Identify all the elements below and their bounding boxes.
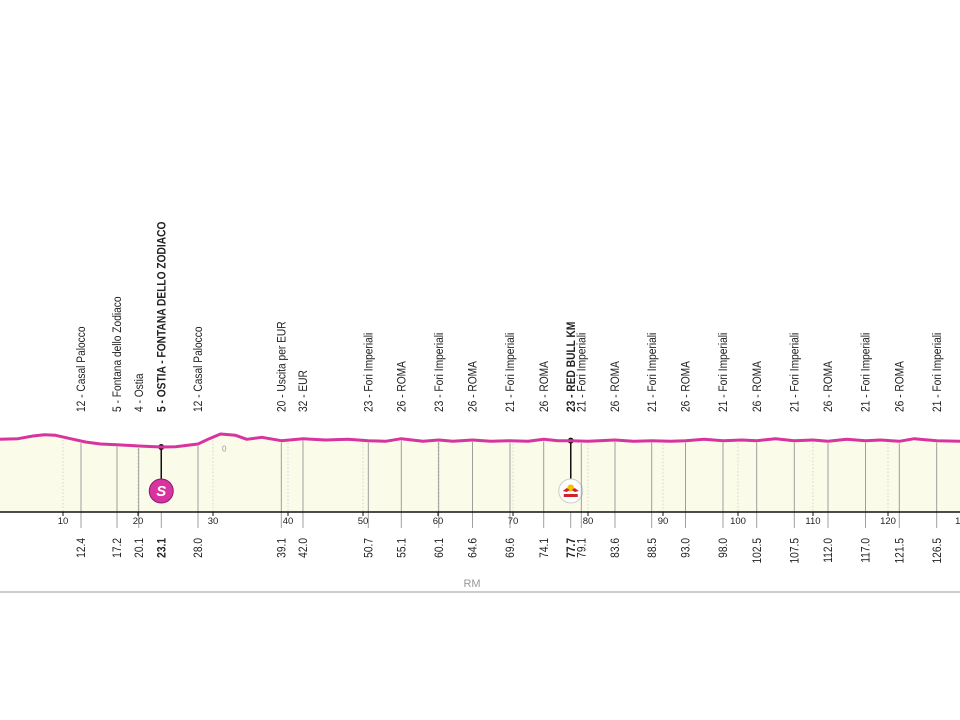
waypoint-name: 26 - ROMA xyxy=(822,361,835,412)
waypoint-km: 55.1 xyxy=(396,538,409,558)
waypoint-km: 117.0 xyxy=(860,538,873,563)
altitude-label: 0 xyxy=(222,445,227,454)
waypoint-km: 126.5 xyxy=(931,538,944,564)
province-label: RM xyxy=(463,578,480,590)
x-tick-label: 80 xyxy=(583,516,594,527)
waypoint-name: 26 - ROMA xyxy=(680,361,693,412)
waypoint-km: 64.6 xyxy=(467,538,480,558)
x-tick-label: 50 xyxy=(358,516,369,527)
waypoint-name: 21 - Fori Imperiali xyxy=(717,333,730,412)
profile-line xyxy=(0,432,960,449)
waypoint-name: 26 - ROMA xyxy=(538,361,551,412)
start-icon xyxy=(148,478,174,504)
x-tick-label: 40 xyxy=(283,516,294,527)
waypoint-km: 98.0 xyxy=(717,538,730,558)
waypoint-name: 20 - Uscita per EUR xyxy=(276,321,289,412)
x-tick-label: 20 xyxy=(133,516,144,527)
x-tick-label: 90 xyxy=(658,516,669,527)
waypoint-name: 21 - Fori Imperiali xyxy=(931,333,944,412)
waypoint-km: 28.0 xyxy=(192,538,205,558)
waypoint-name: 26 - ROMA xyxy=(396,361,409,412)
waypoint-name: 21 - Fori Imperiali xyxy=(789,333,802,412)
waypoint-name: 21 - Fori Imperiali xyxy=(504,333,517,412)
profile-area xyxy=(0,434,960,512)
waypoint-km: 39.1 xyxy=(276,538,289,558)
waypoint-km: 20.1 xyxy=(133,538,146,558)
waypoint-name: 5 - Fontana dello Zodiaco xyxy=(111,296,124,412)
waypoint-km: 17.2 xyxy=(111,538,124,558)
x-tick-label: 120 xyxy=(880,516,896,527)
waypoint-name: 21 - Fori Imperiali xyxy=(576,333,589,412)
waypoint-name: 4 - Ostia xyxy=(133,373,146,412)
waypoint-name: 12 - Casal Palocco xyxy=(75,326,88,412)
waypoint-name: 26 - ROMA xyxy=(751,361,764,412)
waypoint-name: 32 - EUR xyxy=(297,370,310,412)
waypoint-km: 121.5 xyxy=(894,538,907,564)
start-icon-letter: S xyxy=(156,483,166,500)
waypoint-km: 79.1 xyxy=(576,538,589,558)
waypoint-km: 50.7 xyxy=(363,538,376,558)
waypoint-km: 83.6 xyxy=(609,538,622,558)
x-tick-label: 60 xyxy=(433,516,444,527)
waypoint-km: 42.0 xyxy=(297,538,310,558)
waypoint-name: 12 - Casal Palocco xyxy=(192,326,205,412)
x-tick-label: 30 xyxy=(208,516,219,527)
waypoint-name: 26 - ROMA xyxy=(894,361,907,412)
x-tick-label: 10 xyxy=(58,516,69,527)
waypoint-km: 12.4 xyxy=(75,538,88,558)
waypoint-name: 23 - Fori Imperiali xyxy=(433,333,446,412)
waypoint-name: 26 - ROMA xyxy=(609,361,622,412)
waypoint-km: 107.5 xyxy=(789,538,802,564)
waypoint-km: 69.6 xyxy=(504,538,517,558)
waypoint-km: 60.1 xyxy=(433,538,446,558)
redbull-bulls xyxy=(562,488,579,492)
waypoint-km: 23.1 xyxy=(156,538,169,558)
waypoint-name: 26 - ROMA xyxy=(467,361,480,412)
waypoint-km: 74.1 xyxy=(538,538,551,558)
x-tick-label: 130 xyxy=(955,516,960,527)
waypoint-km: 93.0 xyxy=(680,538,693,558)
waypoint-name: 21 - Fori Imperiali xyxy=(860,333,873,412)
waypoint-km: 112.0 xyxy=(822,538,835,563)
waypoint-km: 102.5 xyxy=(751,538,764,564)
waypoint-name: 5 - OSTIA - FONTANA DELLO ZODIACO xyxy=(156,221,169,412)
waypoint-km: 88.5 xyxy=(646,538,659,558)
x-tick-label: 100 xyxy=(730,516,746,527)
waypoint-name: 21 - Fori Imperiali xyxy=(646,333,659,412)
x-tick-label: 110 xyxy=(805,516,820,527)
redbull-text xyxy=(563,494,578,497)
x-tick-label: 70 xyxy=(508,516,519,527)
waypoint-name: 23 - Fori Imperiali xyxy=(363,333,376,412)
waypoint-name: 23 - RED BULL KM xyxy=(565,322,578,412)
waypoint-km: 77.7 xyxy=(565,538,578,558)
